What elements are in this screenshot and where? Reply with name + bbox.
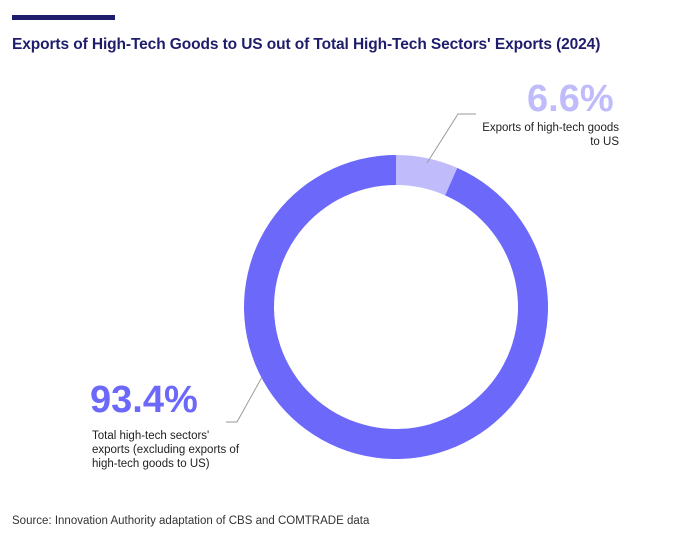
leader-line-other-exports <box>226 376 263 423</box>
donut-slices <box>243 155 548 459</box>
us-exports-category-label: Exports of high-tech goods to US <box>482 122 619 148</box>
source-note: Source: Innovation Authority adaptation … <box>12 515 370 527</box>
us-exports-percent-label: 6.6% <box>527 78 614 120</box>
donut-slice-us-exports <box>396 155 458 196</box>
leader-line-us-exports <box>426 113 476 164</box>
chart-title: Exports of High-Tech Goods to US out of … <box>12 36 601 53</box>
donut-slice-other-exports <box>243 155 548 459</box>
other-exports-category-label: Total high-tech sectors' exports (exclud… <box>92 430 240 470</box>
accent-bar <box>12 15 115 20</box>
other-exports-percent-label: 93.4% <box>90 379 198 421</box>
